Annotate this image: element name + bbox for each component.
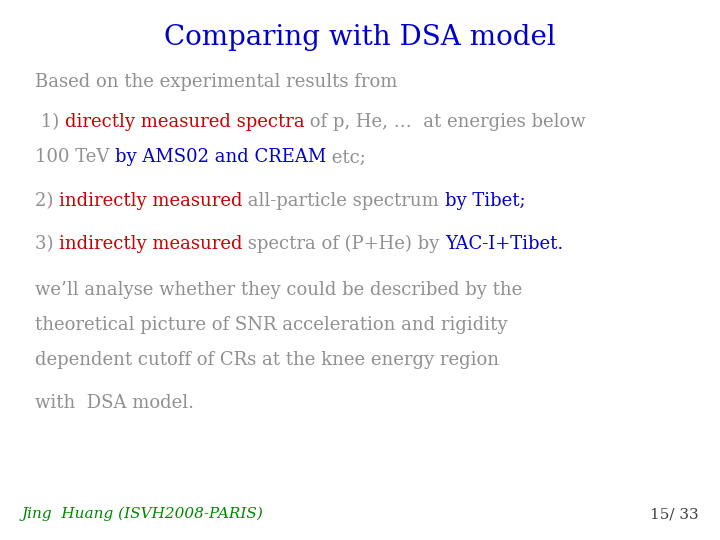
Text: directly measured spectra: directly measured spectra — [65, 113, 304, 131]
Text: of p, He, …  at energies below: of p, He, … at energies below — [304, 113, 586, 131]
Text: 100 TeV: 100 TeV — [35, 148, 114, 166]
Text: we’ll analyse whether they could be described by the: we’ll analyse whether they could be desc… — [35, 281, 522, 299]
Text: dependent cutoff of CRs at the knee energy region: dependent cutoff of CRs at the knee ener… — [35, 351, 498, 369]
Text: 1): 1) — [35, 113, 65, 131]
Text: 2): 2) — [35, 192, 59, 210]
Text: with  DSA model.: with DSA model. — [35, 394, 194, 412]
Text: spectra of (P+He) by: spectra of (P+He) by — [243, 235, 445, 253]
Text: Comparing with DSA model: Comparing with DSA model — [164, 24, 556, 51]
Text: Jing  Huang (ISVH2008-PARIS): Jing Huang (ISVH2008-PARIS) — [22, 507, 264, 521]
Text: 15/ 33: 15/ 33 — [649, 507, 698, 521]
Text: indirectly measured: indirectly measured — [59, 235, 243, 253]
Text: theoretical picture of SNR acceleration and rigidity: theoretical picture of SNR acceleration … — [35, 316, 507, 334]
Text: 3): 3) — [35, 235, 59, 253]
Text: YAC-I+Tibet.: YAC-I+Tibet. — [445, 235, 564, 253]
Text: indirectly measured: indirectly measured — [59, 192, 242, 210]
Text: Based on the experimental results from: Based on the experimental results from — [35, 73, 397, 91]
Text: etc;: etc; — [326, 148, 366, 166]
Text: all-particle spectrum: all-particle spectrum — [242, 192, 445, 210]
Text: by AMS02 and CREAM: by AMS02 and CREAM — [114, 148, 326, 166]
Text: by Tibet;: by Tibet; — [445, 192, 526, 210]
